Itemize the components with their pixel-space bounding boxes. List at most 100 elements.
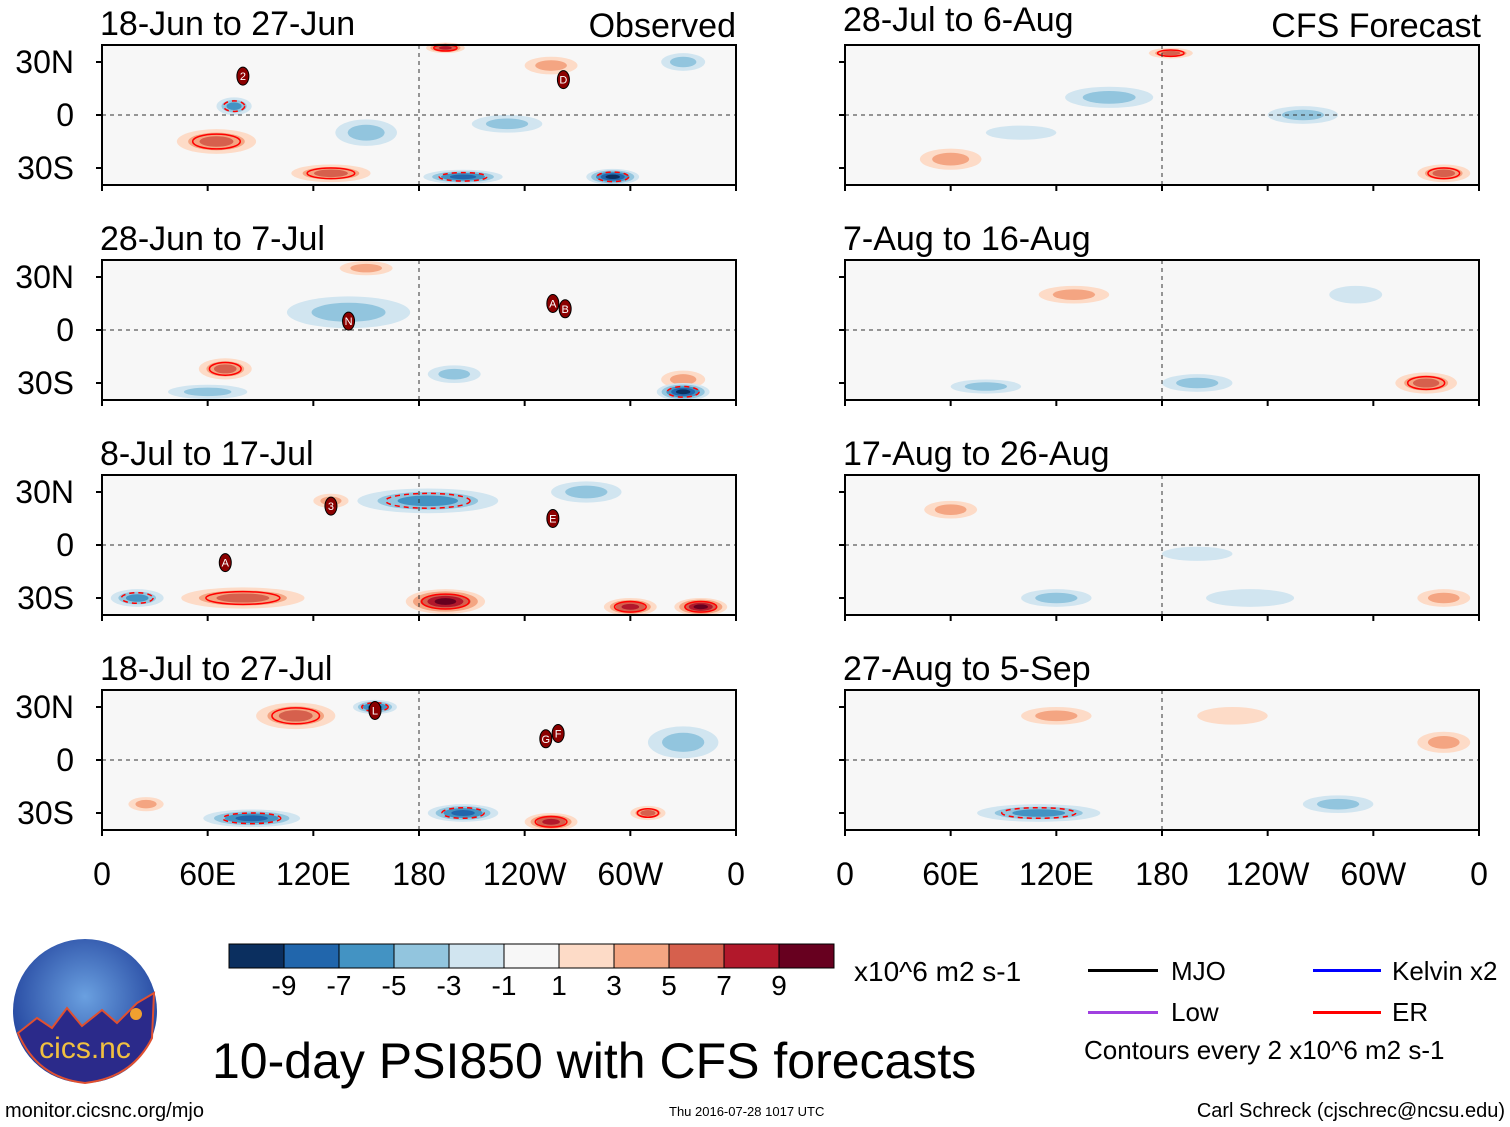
svg-text:G: G <box>542 734 551 746</box>
colorbar-tick-label: 3 <box>606 970 622 1001</box>
map-panel <box>839 474 1480 621</box>
colorbar-swatch <box>613 943 670 969</box>
colorbar-tick-label: -3 <box>436 970 462 1001</box>
anomaly-contour <box>1316 798 1360 810</box>
anomaly-contour <box>1161 50 1181 56</box>
svg-text:cics.nc: cics.nc <box>39 1032 131 1065</box>
svg-text:3: 3 <box>328 501 334 513</box>
er-contour <box>684 600 718 613</box>
anomaly-contour <box>932 152 970 166</box>
er-contour <box>1156 49 1185 58</box>
er-contour <box>271 707 321 725</box>
legend-label-er: ER <box>1392 997 1429 1027</box>
chart-title: 10-day PSI850 with CFS forecasts <box>212 1033 977 1089</box>
anomaly-contour <box>485 118 529 130</box>
panel-title: 17-Aug to 26-Aug <box>843 435 1110 473</box>
legend-line-mjo <box>1088 969 1158 972</box>
anomaly-contour <box>1427 735 1460 749</box>
er-contour <box>420 593 470 610</box>
storm-marker: A <box>546 294 560 313</box>
svg-text:E: E <box>549 514 556 526</box>
panel-title: 7-Aug to 16-Aug <box>843 220 1091 258</box>
anomaly-contour <box>350 263 383 273</box>
lat-tick-label: 0 <box>56 527 74 563</box>
colorbar-tick-label: 1 <box>551 970 567 1001</box>
anomaly-contour <box>535 60 567 71</box>
map-panel <box>839 689 1480 836</box>
er-contour <box>361 702 389 712</box>
contour-note: Contours every 2 x10^6 m2 s-1 <box>1084 1035 1445 1065</box>
panel-title: 28-Jun to 7-Jul <box>100 220 325 258</box>
footer-url[interactable]: monitor.cicsnc.org/mjo <box>5 1100 204 1122</box>
anomaly-contour <box>216 593 270 603</box>
anomaly-contour <box>1197 707 1268 725</box>
colorbar-swatch <box>723 943 780 969</box>
column-header: Observed <box>588 7 736 45</box>
anomaly-contour <box>985 125 1057 140</box>
colorbar-swatch <box>448 943 505 969</box>
legend-line-kelvin <box>1313 969 1381 972</box>
anomaly-contour <box>1206 589 1295 607</box>
lon-tick-label: 0 <box>93 856 111 892</box>
er-contour <box>221 812 282 825</box>
anomaly-contour <box>542 818 560 825</box>
anomaly-contour <box>1162 546 1233 561</box>
lon-tick-label: 60E <box>179 856 237 892</box>
colorbar-swatch <box>283 943 340 969</box>
colorbar-tick-label: -9 <box>271 970 297 1001</box>
storm-marker: 2 <box>236 66 250 86</box>
panel-title: 28-Jul to 6-Aug <box>843 1 1074 39</box>
lon-tick-label: 180 <box>1135 856 1189 892</box>
cics-logo: cics.nc <box>13 939 157 1085</box>
er-contour <box>222 100 246 113</box>
anomaly-contour <box>1427 592 1460 604</box>
svg-text:D: D <box>559 75 567 87</box>
colorbar-swatch <box>338 943 395 969</box>
anomaly-contour <box>135 799 157 809</box>
colorbar-swatch <box>393 943 450 969</box>
anomaly-contour <box>278 710 313 722</box>
footer-timestamp: Thu 2016-07-28 1017 UTC <box>669 1104 825 1119</box>
er-contour <box>441 806 485 820</box>
colorbar-tick-label: -7 <box>326 970 352 1001</box>
lon-tick-label: 120E <box>1018 856 1094 892</box>
lon-tick-label: 180 <box>392 856 446 892</box>
anomaly-contour <box>1176 377 1219 389</box>
er-contour <box>208 361 242 376</box>
colorbar-swatch <box>778 943 835 969</box>
anomaly-contour <box>605 174 620 180</box>
lon-tick-label: 0 <box>727 856 745 892</box>
lat-tick-label: 30S <box>17 580 74 616</box>
storm-marker: G <box>539 729 553 749</box>
storm-marker: N <box>342 311 356 331</box>
lon-tick-label: 0 <box>836 856 854 892</box>
map-panel <box>839 44 1480 191</box>
colorbar-swatch <box>228 943 285 969</box>
svg-text:B: B <box>562 304 569 316</box>
er-contour <box>438 171 488 182</box>
panel-title: 8-Jul to 17-Jul <box>100 435 314 473</box>
er-contour <box>596 171 630 183</box>
anomaly-contour <box>1035 592 1078 604</box>
legend-label-mjo: MJO <box>1171 956 1226 986</box>
colorbar-tick-label: -1 <box>491 970 517 1001</box>
lat-tick-label: 30S <box>17 365 74 401</box>
lat-tick-label: 30N <box>15 474 74 510</box>
storm-marker: 3 <box>324 496 338 516</box>
legend-line-er <box>1313 1011 1381 1014</box>
map-panel: L G F <box>96 689 737 836</box>
anomaly-contour <box>1035 710 1078 722</box>
map-panel <box>839 259 1480 406</box>
anomaly-contour <box>313 169 348 178</box>
lat-tick-label: 0 <box>56 97 74 133</box>
anomaly-contour <box>347 124 385 141</box>
panel-title: 18-Jul to 27-Jul <box>100 650 333 688</box>
anomaly-contour <box>213 364 237 374</box>
svg-text:F: F <box>555 729 562 741</box>
anomaly-contour <box>125 594 149 602</box>
storm-marker: D <box>556 70 570 90</box>
er-contour <box>1427 167 1461 180</box>
anomaly-contour <box>1329 285 1383 304</box>
er-contour <box>191 133 241 150</box>
